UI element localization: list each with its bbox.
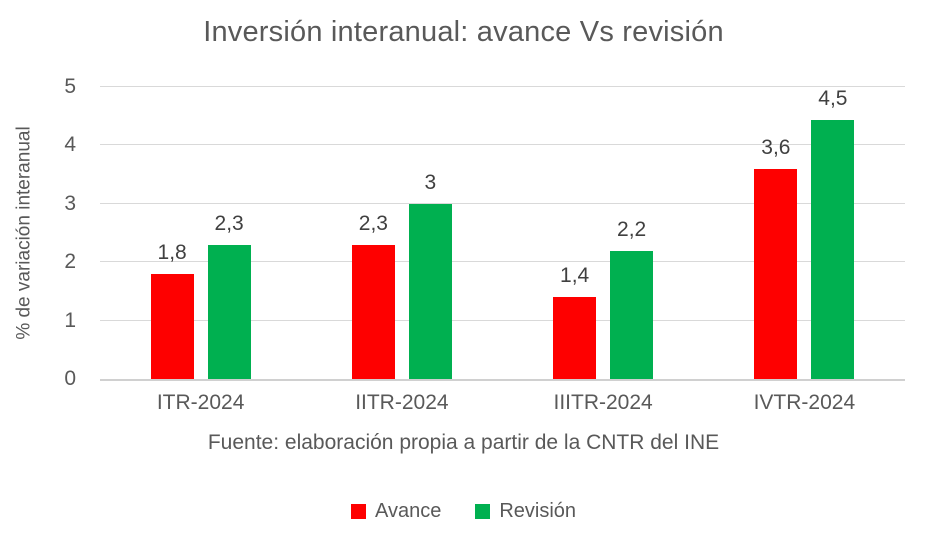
- legend-label: Revisión: [499, 500, 577, 522]
- bar-groups: 1,8 2,3 2,3 3 1,4 2,2 3,6 4,5: [100, 87, 905, 379]
- bar-value-label: 1,4: [560, 264, 590, 288]
- bar: [351, 244, 395, 379]
- bar: [811, 120, 855, 379]
- x-category-label: IIITR-2024: [553, 391, 653, 414]
- legend-item: Avance: [350, 500, 442, 523]
- legend-label: Avance: [374, 500, 442, 522]
- bar-column: 2,3: [207, 87, 251, 379]
- x-category-label: IVTR-2024: [753, 391, 856, 414]
- legend-swatch: [350, 504, 366, 519]
- chart-title: Inversión interanual: avance Vs revisión: [203, 16, 724, 48]
- bar-group: 1,4 2,2: [503, 87, 704, 379]
- gridline: [100, 202, 905, 204]
- bar: [610, 250, 654, 379]
- y-axis-title: % de variación interanual: [8, 87, 42, 379]
- x-axis-caption: Fuente: elaboración propia a partir de l…: [207, 431, 720, 454]
- y-tick-label: 2: [64, 250, 76, 274]
- bar-group: 2,3 3: [301, 87, 502, 379]
- y-tick-label: 5: [64, 75, 76, 98]
- bar-value-label: 1,8: [157, 240, 187, 264]
- bar: [754, 168, 798, 379]
- x-axis-labels: ITR-2024 IITR-2024 IIITR-2024 IVTR-2024: [100, 391, 905, 415]
- bar-column: 1,4: [553, 87, 597, 379]
- bar-value-label: 3,6: [761, 135, 791, 159]
- bar-value-label: 3: [424, 170, 437, 194]
- legend: Avance Revisión: [0, 500, 927, 523]
- bar: [553, 297, 597, 379]
- bar-column: 2,2: [610, 87, 654, 379]
- y-tick-label: 4: [64, 133, 76, 157]
- y-axis-title-text: % de variación interanual: [14, 126, 36, 340]
- bar-value-label: 2,3: [358, 211, 388, 235]
- bar: [408, 203, 452, 379]
- bar: [150, 273, 194, 379]
- y-tick-label: 1: [64, 308, 76, 332]
- bar-column: 3,6: [754, 87, 798, 379]
- bar-column: 4,5: [811, 87, 855, 379]
- bar-column: 1,8: [150, 87, 194, 379]
- y-axis-ticks: 0 1 2 3 4 5: [42, 75, 84, 390]
- x-category-label: ITR-2024: [156, 391, 245, 414]
- bar-value-label: 2,2: [617, 217, 647, 241]
- y-tick-label: 0: [64, 367, 76, 390]
- plot-area: 1,8 2,3 2,3 3 1,4 2,2 3,6 4,5: [100, 86, 905, 381]
- bar-value-label: 2,3: [214, 211, 244, 235]
- bar: [207, 244, 251, 379]
- bar-value-label: 4,5: [818, 87, 848, 110]
- legend-swatch: [475, 504, 491, 519]
- bar-group: 3,6 4,5: [704, 87, 905, 379]
- y-tick-label: 3: [64, 191, 76, 215]
- legend-item: Revisión: [475, 500, 576, 523]
- gridline: [100, 261, 905, 263]
- bar-group: 1,8 2,3: [100, 87, 301, 379]
- gridline: [100, 86, 905, 87]
- bar-column: 3: [408, 87, 452, 379]
- x-category-label: IITR-2024: [355, 391, 449, 414]
- gridline: [100, 319, 905, 321]
- bar-column: 2,3: [351, 87, 395, 379]
- gridline: [100, 144, 905, 146]
